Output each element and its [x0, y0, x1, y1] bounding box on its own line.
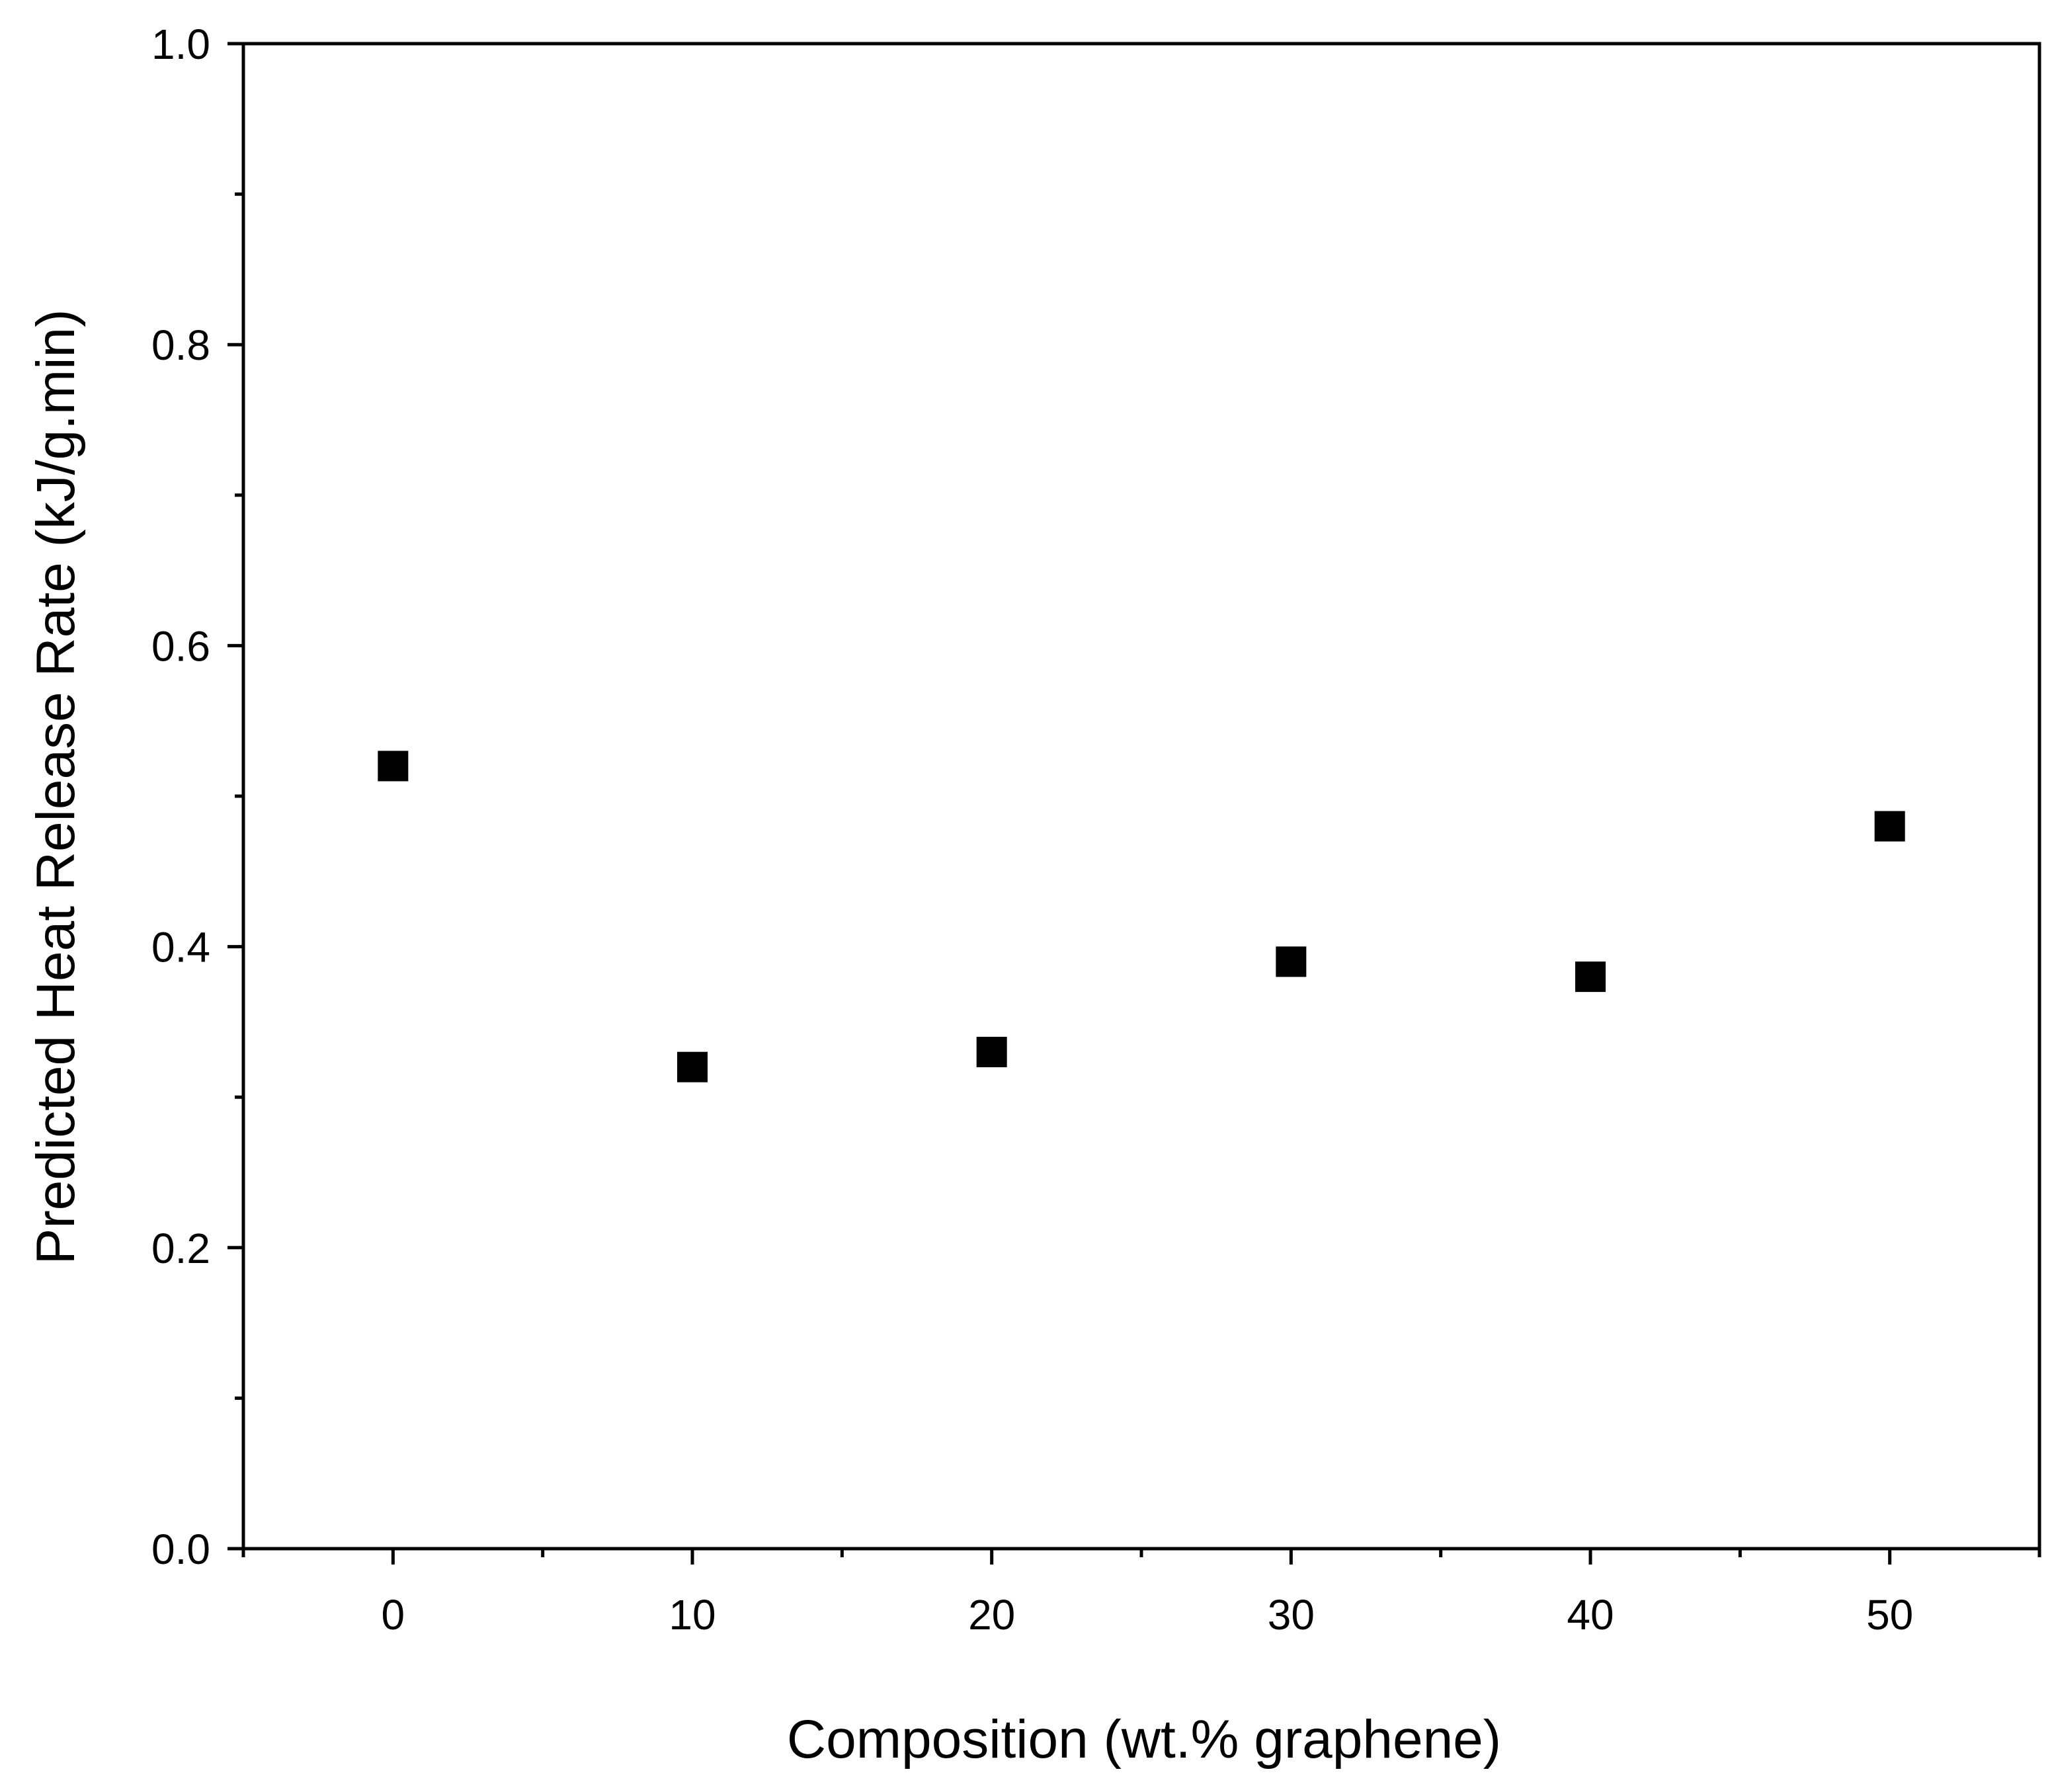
y-tick-label: 0.8: [151, 321, 210, 369]
y-tick-label: 0.4: [151, 924, 210, 971]
y-tick-label: 0.2: [151, 1225, 210, 1272]
x-axis-title: Composition (wt.% graphene): [787, 1709, 1501, 1770]
data-point: [976, 1036, 1007, 1067]
x-tick-label: 0: [382, 1591, 405, 1639]
ticks: [227, 42, 2041, 1565]
y-axis-title: Predicted Heat Release Rate (kJ/g.min): [26, 309, 86, 1265]
data-point: [1874, 811, 1905, 842]
data-point: [1276, 946, 1307, 977]
data-point: [677, 1051, 708, 1082]
data-points: [378, 751, 1905, 1082]
y-tick-label: 0.6: [151, 622, 210, 670]
y-tick-label: 1.0: [151, 20, 210, 68]
data-point: [1575, 961, 1606, 993]
y-tick-label: 0.0: [151, 1526, 210, 1573]
x-tick-label: 50: [1866, 1591, 1913, 1639]
data-point: [378, 751, 409, 782]
x-tick-label: 30: [1268, 1591, 1315, 1639]
axes: [241, 42, 2041, 1551]
tick-labels: 0 10 20 30 40 50 0.0 0.2 0.4 0.6 0.8 1.0: [151, 20, 1913, 1639]
plot-frame: [241, 42, 2041, 1551]
x-tick-label: 40: [1567, 1591, 1614, 1639]
x-tick-label: 20: [968, 1591, 1015, 1639]
x-tick-label: 10: [669, 1591, 716, 1639]
